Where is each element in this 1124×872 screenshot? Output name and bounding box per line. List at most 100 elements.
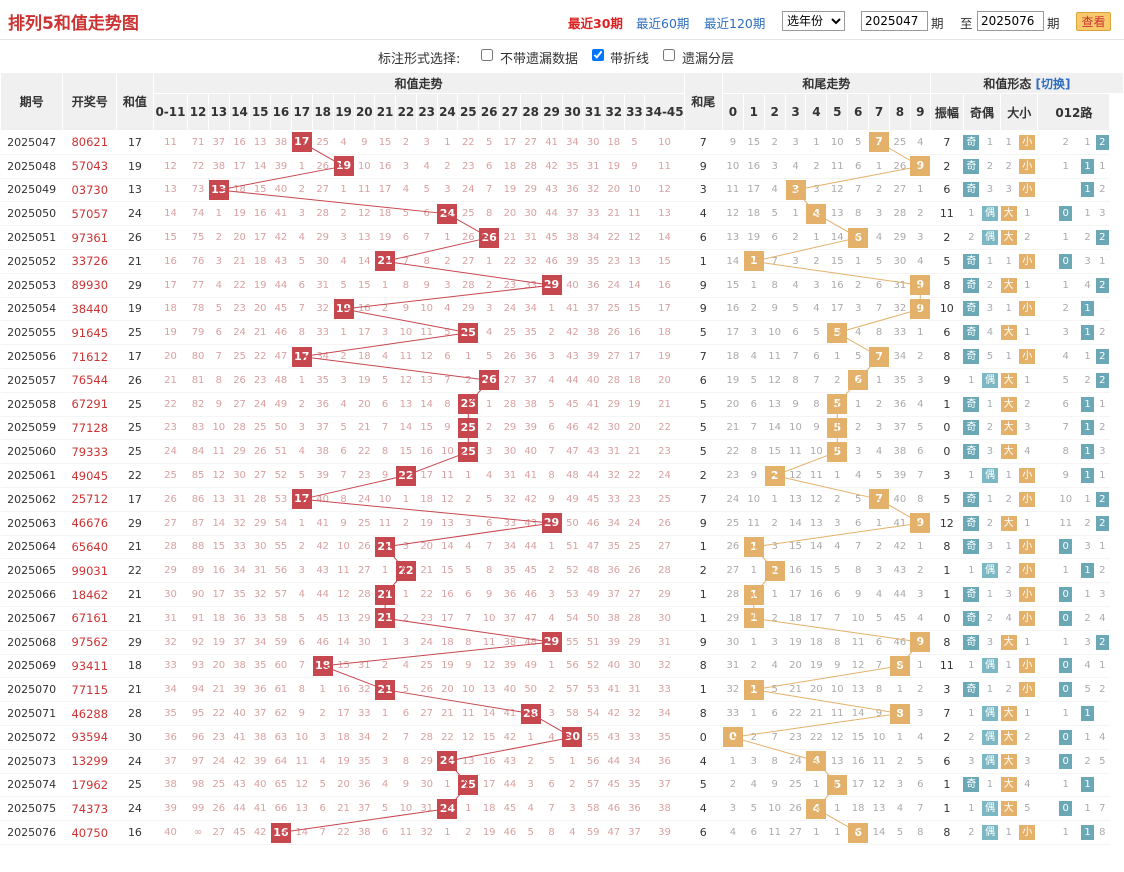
recent-30-link[interactable]: 最近30期 — [568, 16, 623, 31]
tail-trend-cell: 32 — [889, 297, 911, 322]
sum-hit-ball: 21 — [375, 608, 396, 629]
sum-trend-cell: 15 — [478, 724, 500, 750]
sum-trend-cell: 30 — [153, 582, 188, 607]
sum-trend-cell: 9 — [478, 582, 500, 607]
lu-badge: 0 — [1059, 753, 1073, 769]
sum-trend-cell: 8 — [541, 820, 562, 845]
sum-trend-cell: 19 — [249, 273, 271, 298]
lu-badge: 0 — [1059, 801, 1073, 817]
tail-trend-cell: 4 — [805, 796, 827, 822]
sum-trend-cell: 82 — [187, 392, 209, 417]
even-cell: 1 — [979, 392, 1001, 417]
amplitude-cell: 0 — [930, 439, 964, 465]
sum-trend-cell: 41 — [499, 701, 521, 726]
draw-number-cell: 57057 — [62, 201, 117, 227]
missing-layer-label[interactable]: 遗漏分层 — [682, 52, 735, 67]
recent-60-link[interactable]: 最近60期 — [636, 16, 690, 31]
tail-trend-cell: 5 — [826, 773, 848, 798]
sum-trend-cell: 57 — [582, 773, 604, 798]
sum-trend-cell: 36 — [229, 605, 250, 631]
big-cell: 大 — [1000, 225, 1017, 250]
tail-trend-cell: 5 — [910, 749, 931, 774]
missing-layer-checkbox[interactable] — [663, 49, 675, 61]
sum-trend-cell: 8 — [416, 248, 437, 274]
no-missing-data-checkbox[interactable] — [481, 49, 493, 61]
big-cell: 1 — [1000, 130, 1017, 155]
small-badge: 小 — [1019, 253, 1036, 269]
small-cell: 小 — [1016, 677, 1038, 703]
sum-trend-cell: 3 — [437, 178, 458, 203]
period-cell: 2025055 — [0, 320, 63, 346]
sum-hit-ball: 21 — [375, 584, 396, 605]
tail-trend-cell: 6 — [764, 701, 786, 726]
polyline-checkbox[interactable] — [592, 49, 604, 61]
sum-trend-cell: 2 — [478, 273, 500, 298]
polyline-label[interactable]: 带折线 — [610, 52, 650, 67]
sum-trend-cell: 27 — [354, 558, 375, 584]
sum-trend-cell: 3 — [437, 273, 458, 298]
period-cell: 2025057 — [0, 367, 63, 393]
sum-trend-cell: 32 — [603, 463, 625, 488]
sum-trend-cell: 9 — [541, 486, 562, 512]
sum-trend-cell: 4 — [291, 439, 313, 465]
tail-trend-cell: 2 — [910, 677, 931, 703]
sum-col-header: 18 — [311, 93, 334, 131]
tail-trend-cell: 39 — [889, 463, 911, 488]
table-row: 2025066 18462 21 30 90 17 35 32 57 4 44 12 28 21 1 22 16… — [0, 582, 1124, 607]
sum-trend-cell: 13 — [624, 248, 645, 274]
sum-value-cell: 25 — [116, 439, 154, 465]
sum-trend-cell: 35 — [603, 535, 625, 560]
lu-cell: 4 — [1094, 605, 1110, 631]
tail-trend-cell: 14 — [722, 248, 744, 274]
amplitude-cell: 11 — [930, 654, 964, 679]
tail-value-cell: 3 — [684, 178, 723, 203]
sum-trend-cell: 15 — [437, 558, 458, 584]
recent-120-link[interactable]: 最近120期 — [704, 16, 766, 31]
sum-trend-cell: 4 — [395, 654, 417, 679]
from-period-input[interactable] — [861, 11, 928, 31]
sum-trend-cell: 20 — [416, 535, 437, 560]
sum-trend-cell: 3 — [291, 201, 313, 227]
tail-trend-cell: 17 — [722, 320, 744, 346]
tail-trend-cell: 17 — [826, 297, 848, 322]
switch-link[interactable]: [切换] — [1035, 76, 1071, 91]
sum-trend-cell: 32 — [153, 630, 188, 655]
sum-value-cell: 25 — [116, 392, 154, 417]
lu-badge: 1 — [1081, 396, 1095, 412]
tail-trend-cell: 1 — [889, 724, 911, 750]
big-cell: 2 — [1000, 558, 1017, 584]
sum-trend-cell: 38 — [603, 605, 625, 631]
sum-trend-cell: 26 — [499, 344, 521, 369]
table-row: 2025072 93594 30 36 96 23 41 38 63 10 3 18 34 2 7 28 22 1… — [0, 724, 1124, 750]
sum-trend-cell: 22 — [624, 463, 645, 488]
tail-trend-cell: 4 — [910, 605, 931, 631]
even-cell: 偶 — [979, 820, 1001, 845]
sum-trend-cell: 36 — [582, 273, 604, 298]
tail-trend-cell: 17 — [743, 178, 765, 203]
amplitude-cell: 8 — [930, 820, 964, 845]
col-qihao[interactable]: 期号 — [0, 72, 64, 131]
odd-cell: 奇 — [963, 630, 980, 655]
no-missing-data-label[interactable]: 不带遗漏数据 — [500, 52, 579, 67]
tail-col-header: 6 — [847, 93, 870, 131]
tail-trend-cell: 44 — [889, 582, 911, 607]
odd-cell: 奇 — [963, 416, 980, 441]
period-label: 期 — [1047, 16, 1060, 31]
sum-trend-cell: 17 — [208, 582, 230, 607]
small-cell: 2 — [1016, 392, 1038, 417]
table-row: 2025050 57057 24 14 74 1 19 16 41 3 28 2 12 18 5 6 24 25 8… — [0, 201, 1124, 227]
odd-badge: 奇 — [963, 301, 980, 317]
even-cell: 2 — [979, 511, 1001, 536]
lu-cell: 4 — [1094, 724, 1110, 750]
tail-hit-ball: 9 — [910, 632, 931, 653]
view-button[interactable]: 查看 — [1076, 12, 1111, 31]
sum-trend-cell: 5 — [291, 248, 313, 274]
tail-trend-cell: 9 — [910, 154, 931, 179]
sum-trend-cell: 24 — [457, 178, 479, 203]
to-period-input[interactable] — [977, 11, 1044, 31]
big-badge: 大 — [1000, 729, 1017, 745]
sum-trend-cell: 38 — [229, 654, 250, 679]
sum-trend-cell: 19 — [374, 225, 396, 250]
sum-trend-cell: 7 — [437, 367, 458, 393]
year-select[interactable]: 选年份 — [782, 11, 845, 31]
